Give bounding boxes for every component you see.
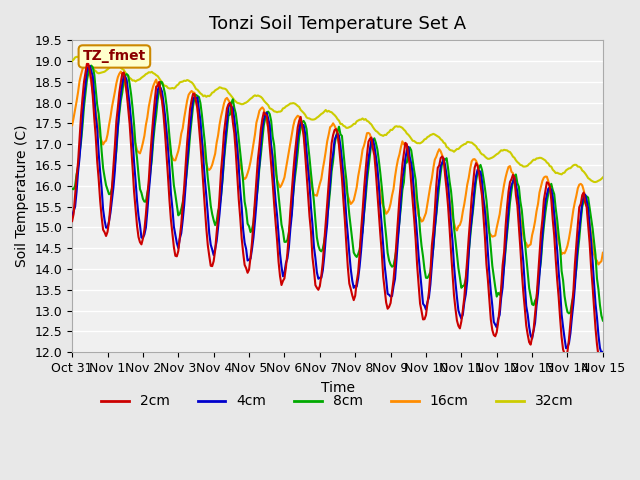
4cm — [86, 63, 93, 69]
16cm — [81, 60, 89, 66]
32cm — [536, 155, 543, 161]
4cm — [168, 205, 176, 211]
16cm — [599, 250, 607, 256]
32cm — [401, 128, 409, 134]
16cm — [68, 122, 76, 128]
8cm — [401, 160, 409, 166]
Title: Tonzi Soil Temperature Set A: Tonzi Soil Temperature Set A — [209, 15, 466, 33]
8cm — [390, 263, 397, 269]
4cm — [372, 153, 380, 159]
2cm — [372, 169, 380, 175]
16cm — [390, 186, 397, 192]
32cm — [372, 128, 380, 134]
8cm — [599, 318, 607, 324]
Line: 2cm: 2cm — [72, 64, 603, 365]
8cm — [168, 166, 176, 172]
2cm — [84, 61, 92, 67]
16cm — [168, 155, 176, 161]
8cm — [536, 269, 543, 275]
Text: TZ_fmet: TZ_fmet — [83, 49, 146, 63]
8cm — [372, 140, 380, 145]
X-axis label: Time: Time — [321, 381, 355, 395]
32cm — [390, 126, 397, 132]
16cm — [84, 67, 92, 73]
8cm — [83, 78, 91, 84]
32cm — [84, 60, 92, 66]
4cm — [390, 283, 397, 289]
32cm — [599, 175, 607, 180]
Y-axis label: Soil Temperature (C): Soil Temperature (C) — [15, 125, 29, 267]
32cm — [77, 54, 85, 60]
32cm — [168, 85, 176, 91]
4cm — [68, 213, 76, 219]
4cm — [599, 349, 607, 355]
8cm — [88, 63, 95, 69]
16cm — [401, 141, 409, 146]
16cm — [372, 158, 380, 164]
8cm — [68, 186, 76, 192]
16cm — [595, 262, 602, 267]
Line: 32cm: 32cm — [72, 57, 603, 182]
Line: 16cm: 16cm — [72, 63, 603, 264]
Legend: 2cm, 4cm, 8cm, 16cm, 32cm: 2cm, 4cm, 8cm, 16cm, 32cm — [95, 389, 579, 414]
2cm — [83, 61, 91, 67]
2cm — [390, 277, 397, 283]
4cm — [83, 69, 91, 75]
32cm — [68, 58, 76, 64]
2cm — [536, 254, 543, 260]
2cm — [596, 362, 604, 368]
16cm — [536, 190, 543, 195]
2cm — [68, 218, 76, 224]
4cm — [536, 272, 543, 277]
4cm — [598, 350, 605, 356]
2cm — [401, 140, 409, 146]
4cm — [401, 156, 409, 162]
Line: 8cm: 8cm — [72, 66, 603, 321]
Line: 4cm: 4cm — [72, 66, 603, 353]
32cm — [591, 179, 599, 185]
2cm — [168, 230, 176, 236]
2cm — [599, 357, 607, 362]
